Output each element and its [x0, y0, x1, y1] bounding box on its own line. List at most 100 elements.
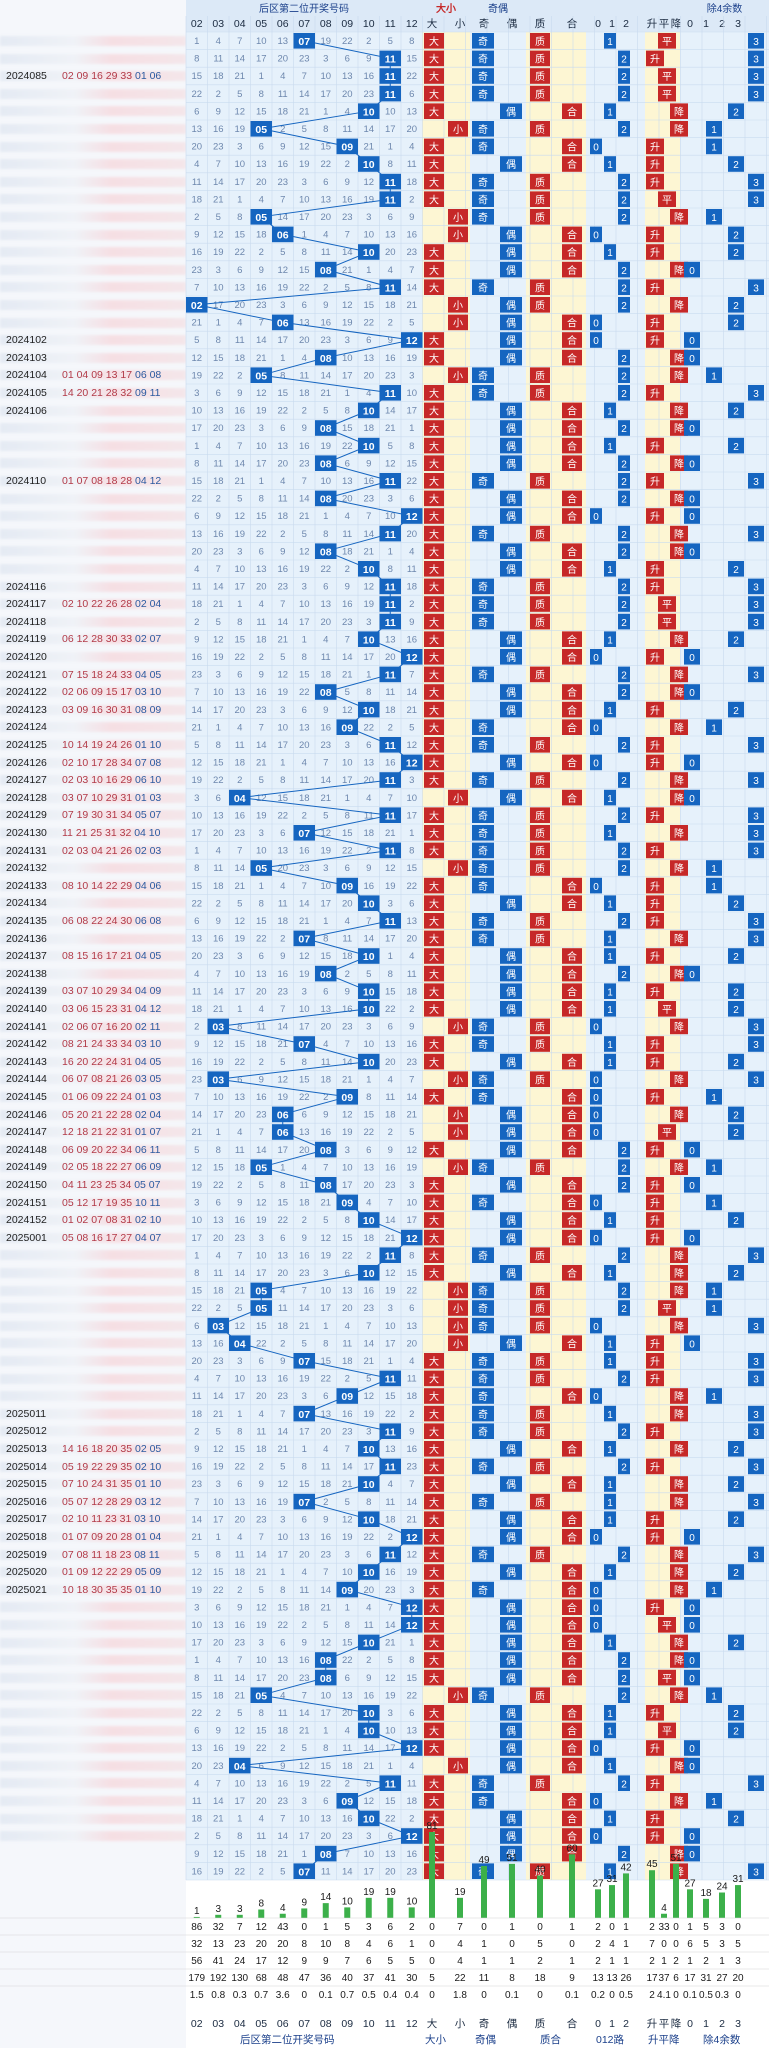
miss-num: 22	[213, 775, 224, 786]
miss-num: 3	[259, 423, 264, 434]
miss-num: 12	[213, 634, 224, 645]
stat-cell: 17	[684, 1973, 696, 1984]
jiou-label-15: 偶	[506, 299, 516, 312]
miss-num: 23	[299, 1268, 310, 1279]
yu4-label-8: 3	[753, 178, 759, 189]
draw-label-17: 12	[406, 335, 418, 347]
jiou-label-88: 奇	[478, 1584, 488, 1597]
miss-num: 21	[406, 1514, 417, 1525]
blurred-row	[0, 1831, 186, 1842]
zhihe-label-62: 合	[567, 1126, 577, 1139]
miss-num: 6	[237, 265, 242, 276]
draw-label-25: 11	[385, 476, 396, 488]
spj-label-102: 升	[650, 1831, 660, 1843]
draw-label-94: 05	[255, 1690, 267, 1702]
period-row: 2024121 07 15 18 24 33 04 05	[6, 669, 184, 681]
zhihe-label-14: 质	[535, 282, 545, 294]
zhihe-label-102: 合	[567, 1830, 577, 1843]
miss-num: 2	[302, 406, 307, 417]
daxiao-label-24: 大	[429, 457, 439, 470]
yu4-label-15: 2	[733, 301, 739, 312]
miss-num: 19	[320, 1250, 331, 1261]
stat-cell: 179	[188, 1973, 205, 1984]
daxiao-label-80: 大	[429, 1443, 439, 1456]
jiou-label-30: 偶	[506, 563, 516, 576]
miss-num: 20	[256, 177, 267, 188]
yu4-label-18: 0	[689, 354, 695, 365]
zhihe-label-18: 合	[567, 352, 577, 365]
spj-label-38: 升	[650, 705, 660, 717]
period-id: 2024138	[6, 967, 47, 980]
bar-21	[661, 1913, 667, 1918]
stat-cell: 10	[320, 1939, 332, 1950]
period-row: 2024143 16 20 22 24 31 04 05	[6, 1056, 184, 1068]
miss-num: 22	[213, 1585, 224, 1596]
draw-label-14: 11	[385, 282, 396, 294]
zhihe-label-96: 合	[567, 1725, 577, 1738]
miss-num: 10	[191, 810, 202, 821]
miss-num: 20	[277, 54, 288, 65]
draw-label-62: 06	[277, 1127, 289, 1139]
miss-num: 20	[299, 335, 310, 346]
miss-num: 19	[277, 687, 288, 698]
yu4-label-91: 2	[733, 1639, 739, 1650]
lu-label-6: 0	[593, 143, 599, 154]
miss-num: 11	[278, 494, 288, 505]
blurred-row	[0, 1602, 186, 1613]
miss-num: 16	[299, 1655, 310, 1666]
miss-num: 6	[345, 54, 350, 65]
jiou-label-94: 奇	[478, 1689, 488, 1702]
period-id: 2024145	[6, 1091, 47, 1103]
subheader-18: 1	[609, 18, 615, 30]
yu4-label-94: 1	[711, 1691, 717, 1702]
period-front-numbers: 07 15 18 24 33	[62, 668, 133, 681]
zhihe-label-65: 合	[567, 1179, 577, 1192]
miss-num: 8	[280, 775, 285, 786]
zhihe-label-0: 质	[535, 36, 545, 48]
miss-num: 12	[299, 1761, 310, 1772]
stat-cell: 3	[735, 1956, 741, 1967]
daxiao-label-90: 大	[429, 1619, 439, 1632]
stat-cell: 3	[366, 1922, 372, 1933]
miss-num: 17	[277, 740, 288, 751]
yu4-label-13: 0	[689, 266, 695, 277]
stat-cell: 1	[687, 1956, 693, 1967]
footer-sub-18: 1	[609, 2018, 615, 2030]
daxiao-label-57: 大	[429, 1038, 439, 1051]
period-row: 2024135 06 08 22 24 30 06 08	[6, 915, 184, 927]
stat-cell: 4	[457, 1956, 463, 1967]
blurred-row	[0, 1479, 186, 1490]
miss-num: 12	[385, 1268, 396, 1279]
draw-label-23: 10	[363, 441, 375, 453]
yu4-label-23: 2	[733, 442, 739, 453]
miss-num: 4	[194, 969, 199, 980]
daxiao-label-27: 大	[429, 510, 439, 523]
period-row: 2024116	[6, 581, 184, 593]
stat-cell: 0.5	[619, 1990, 633, 2001]
miss-num: 23	[256, 300, 267, 311]
miss-num: 8	[280, 1180, 285, 1191]
blurred-row	[0, 845, 186, 856]
daxiao-label-56: 小	[453, 1022, 463, 1034]
period-row: 2024146 05 20 21 22 28 02 04	[6, 1109, 184, 1121]
zhihe-label-81: 质	[535, 1462, 545, 1474]
zhihe-label-33: 质	[535, 617, 545, 629]
miss-num: 9	[345, 177, 350, 188]
miss-num: 23	[406, 1462, 417, 1473]
miss-num: 22	[191, 1708, 202, 1719]
period-row: 2024142 08 21 24 33 34 03 10	[6, 1038, 184, 1050]
lu-label-31: 2	[621, 583, 627, 594]
blurred-row	[0, 1373, 186, 1384]
miss-num: 14	[256, 1145, 267, 1156]
miss-num: 14	[299, 89, 310, 100]
miss-num: 16	[213, 124, 224, 135]
miss-num: 4	[237, 1532, 242, 1543]
period-row: 2024136	[6, 933, 184, 945]
jiou-label-40: 奇	[478, 739, 488, 752]
miss-num: 13	[342, 476, 353, 487]
miss-num: 17	[299, 1831, 310, 1842]
miss-num: 6	[388, 1022, 393, 1033]
period-id: 2024140	[6, 1003, 47, 1015]
miss-num: 16	[320, 1127, 331, 1138]
miss-num: 17	[234, 177, 245, 188]
